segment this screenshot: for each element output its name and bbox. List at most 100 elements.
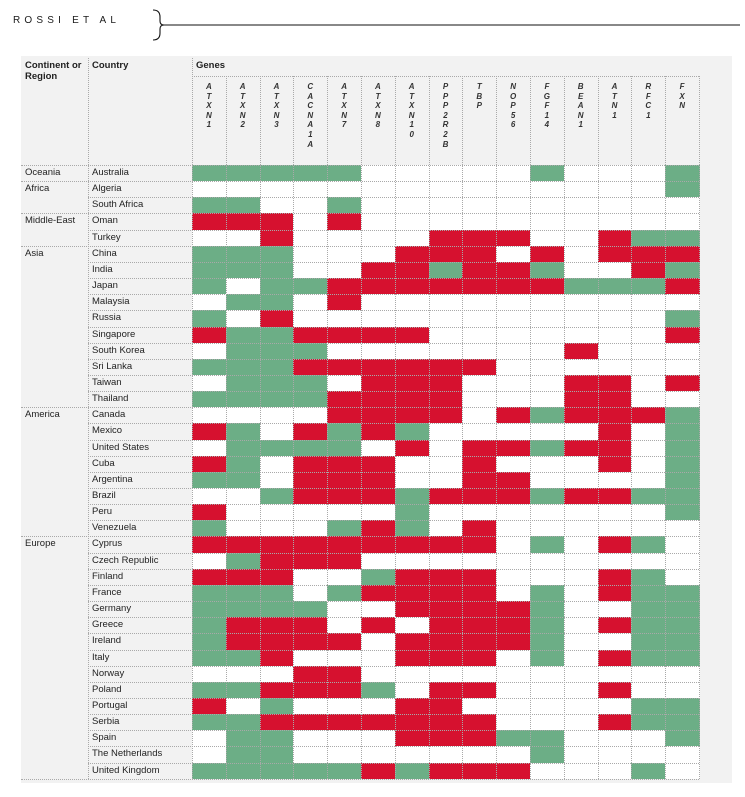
table-cell: [428, 471, 463, 489]
table-cell: [192, 374, 227, 392]
country-label: Cyprus: [92, 538, 123, 550]
table-cell: [665, 229, 700, 247]
table-cell: [192, 617, 227, 634]
table-cell: [665, 617, 700, 634]
table-cell: [631, 439, 666, 457]
table-cell: [259, 326, 294, 344]
table-cell: [394, 358, 430, 376]
table-cell: [192, 488, 227, 505]
table-cell: [530, 681, 565, 699]
table-cell: [428, 762, 463, 780]
table-cell: [496, 294, 531, 311]
table-cell: [225, 536, 261, 554]
country-label: Cuba: [92, 457, 115, 469]
table-cell: [563, 568, 599, 586]
country-label: United States: [92, 441, 150, 453]
table-cell: [530, 326, 565, 344]
table-cell: [259, 229, 294, 247]
table-cell: [225, 229, 261, 247]
table-cell: [597, 213, 632, 231]
table-cell: [394, 245, 430, 263]
table-cell: [225, 326, 261, 344]
table-cell: [665, 374, 700, 392]
table-cell: [225, 552, 261, 570]
grid-line-vertical: [530, 76, 531, 779]
table-cell: [428, 245, 463, 263]
table-cell: [631, 165, 666, 182]
grid-line-vertical: [665, 76, 667, 779]
table-cell: [563, 439, 599, 457]
table-cell: [293, 762, 328, 780]
table-cell: [496, 423, 531, 441]
table-cell: [462, 697, 497, 715]
table-cell: [665, 601, 700, 618]
grid-line-horizontal: [88, 326, 699, 328]
continent-label: Oceania: [25, 167, 61, 178]
country-label: India: [92, 263, 113, 275]
country-label: Spain: [92, 732, 117, 744]
table-cell: [327, 391, 362, 408]
table-cell: [361, 681, 396, 699]
table-cell: [462, 536, 497, 554]
table-cell: [192, 439, 227, 457]
table-cell: [192, 762, 227, 780]
table-cell: [665, 536, 700, 554]
table-cell: [361, 229, 396, 247]
table-cell: [293, 294, 328, 311]
table-cell: [259, 536, 294, 554]
table-cell: [530, 245, 565, 263]
table-cell: [394, 391, 430, 408]
table-cell: [361, 504, 396, 521]
country-label: Greece: [92, 619, 124, 631]
table-cell: [530, 762, 565, 780]
grid-line-horizontal: [88, 601, 699, 603]
table-cell: [428, 326, 463, 344]
table-cell: [563, 633, 599, 651]
grid-line-horizontal: [88, 681, 699, 683]
table-cell: [293, 181, 328, 198]
country-label: Turkey: [92, 231, 121, 243]
table-cell: [259, 488, 294, 505]
table-cell: [496, 584, 531, 602]
table-cell: [225, 310, 261, 328]
table-cell: [361, 213, 396, 231]
table-cell: [327, 229, 362, 247]
table-cell: [327, 746, 362, 764]
table-cell: [293, 261, 328, 279]
table-cell: [462, 245, 497, 263]
table-cell: [394, 536, 430, 554]
table-cell: [259, 584, 294, 602]
table-cell: [428, 601, 463, 618]
grid-line-horizontal: [88, 278, 699, 280]
table-cell: [563, 261, 599, 279]
table-cell: [327, 181, 362, 198]
table-cell: [597, 294, 632, 311]
table-cell: [631, 342, 666, 360]
table-cell: [192, 423, 227, 441]
grid-line-horizontal: [88, 374, 699, 376]
table-cell: [496, 714, 531, 731]
table-cell: [462, 488, 497, 505]
table-cell: [428, 342, 463, 360]
table-cell: [462, 552, 497, 570]
table-cell: [428, 617, 463, 634]
table-cell: [462, 213, 497, 231]
table-cell: [631, 649, 666, 667]
table-cell: [462, 471, 497, 489]
table-cell: [225, 762, 261, 780]
table-cell: [394, 310, 430, 328]
table-cell: [259, 665, 294, 683]
table-cell: [530, 665, 565, 683]
table-cell: [259, 245, 294, 263]
table-cell: [665, 245, 700, 263]
table-cell: [293, 488, 328, 505]
table-cell: [563, 714, 599, 731]
table-cell: [259, 520, 294, 538]
country-label: Algeria: [92, 183, 122, 195]
continent-label: Africa: [25, 183, 50, 195]
continent-label: Middle-East: [25, 215, 76, 227]
table-cell: [428, 181, 463, 198]
table-cell: [563, 342, 599, 360]
table-cell: [225, 342, 261, 360]
